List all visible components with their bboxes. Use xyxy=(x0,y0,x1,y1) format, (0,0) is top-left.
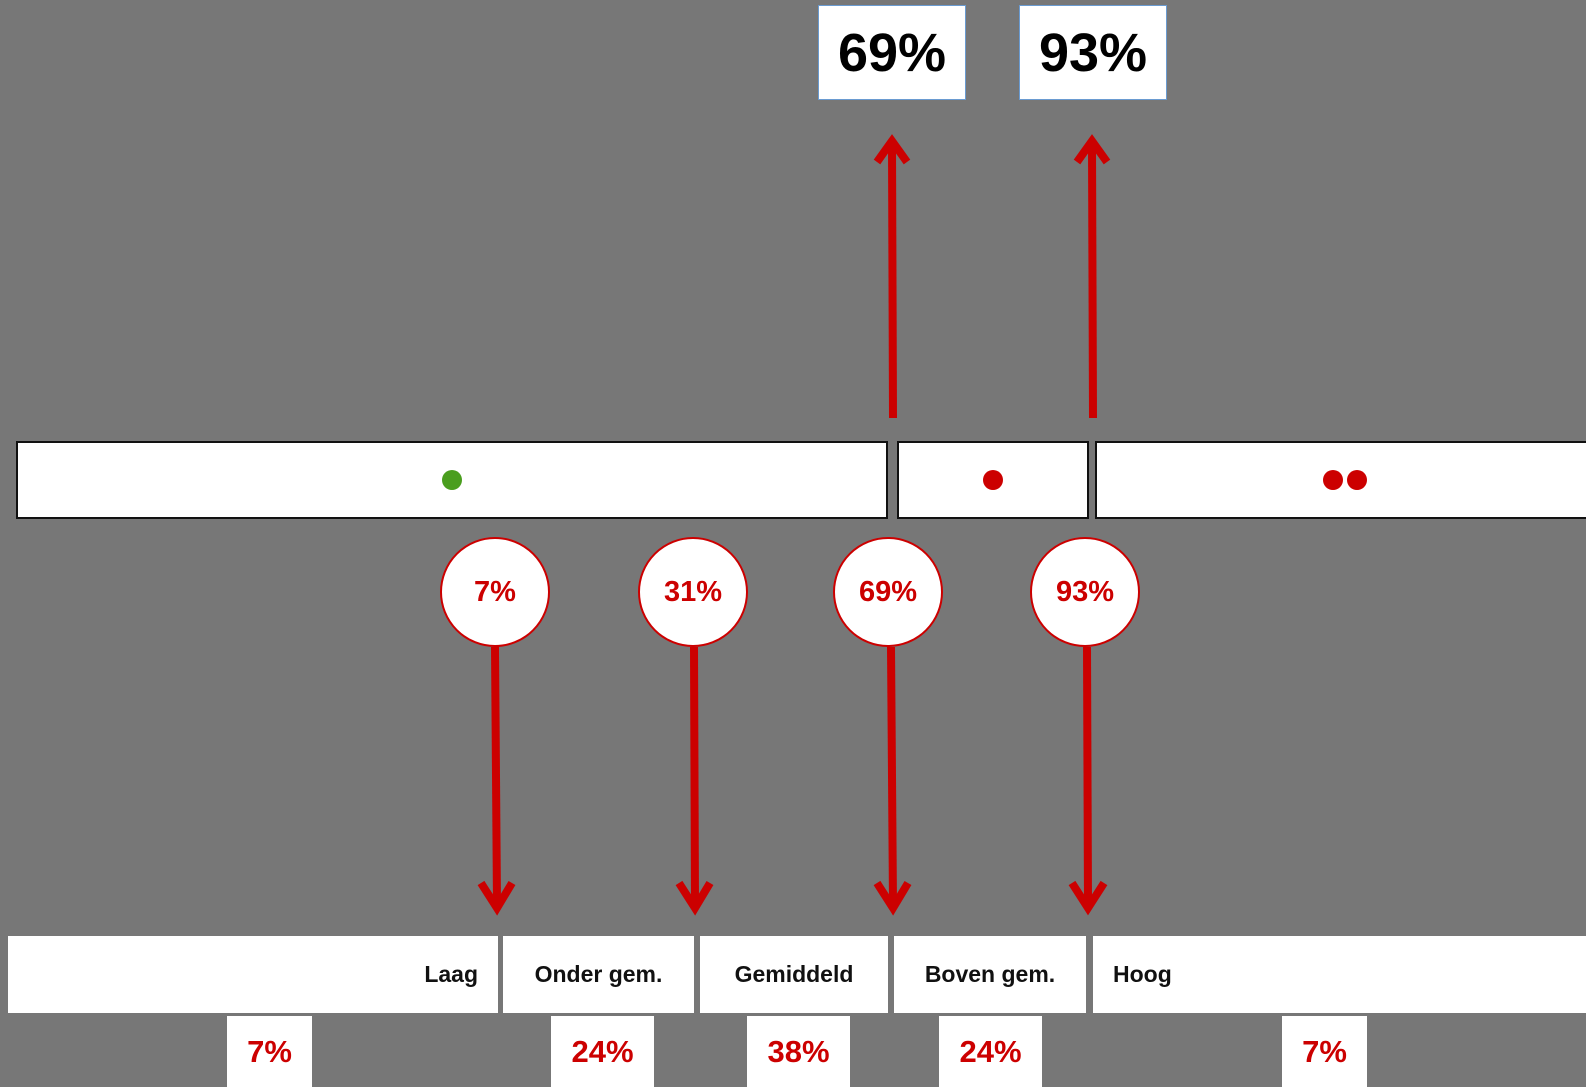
arrow-down-31 xyxy=(675,646,714,916)
category-onder-gem: Onder gem. xyxy=(503,936,694,1013)
threshold-circle-69: 69% xyxy=(833,537,943,647)
share-laag: 7% xyxy=(227,1016,312,1087)
arrow-down-69 xyxy=(873,646,912,916)
threshold-circle-31: 31% xyxy=(638,537,748,647)
arrow-up-69 xyxy=(873,134,911,419)
arrow-up-93 xyxy=(1073,134,1111,419)
red-dot-icon xyxy=(983,470,1003,490)
threshold-circle-93: 93% xyxy=(1030,537,1140,647)
threshold-circle-7: 7% xyxy=(440,537,550,647)
share-boven-gem: 24% xyxy=(939,1016,1042,1087)
red-dot-icon xyxy=(1347,470,1367,490)
arrow-down-7 xyxy=(477,646,516,916)
band-green xyxy=(16,441,888,519)
arrow-down-93 xyxy=(1068,646,1108,916)
green-dot-icon xyxy=(442,470,462,490)
category-boven-gem: Boven gem. xyxy=(894,936,1086,1013)
red-dot-icon xyxy=(1323,470,1343,490)
result-box-69: 69% xyxy=(818,5,966,100)
share-gemiddeld: 38% xyxy=(747,1016,850,1087)
band-red-double xyxy=(1095,441,1586,519)
result-box-93: 93% xyxy=(1019,5,1167,100)
share-onder-gem: 24% xyxy=(551,1016,654,1087)
category-gemiddeld: Gemiddeld xyxy=(700,936,888,1013)
share-hoog: 7% xyxy=(1282,1016,1367,1087)
category-hoog: Hoog xyxy=(1093,936,1586,1013)
band-red-single xyxy=(897,441,1089,519)
category-laag: Laag xyxy=(8,936,498,1013)
